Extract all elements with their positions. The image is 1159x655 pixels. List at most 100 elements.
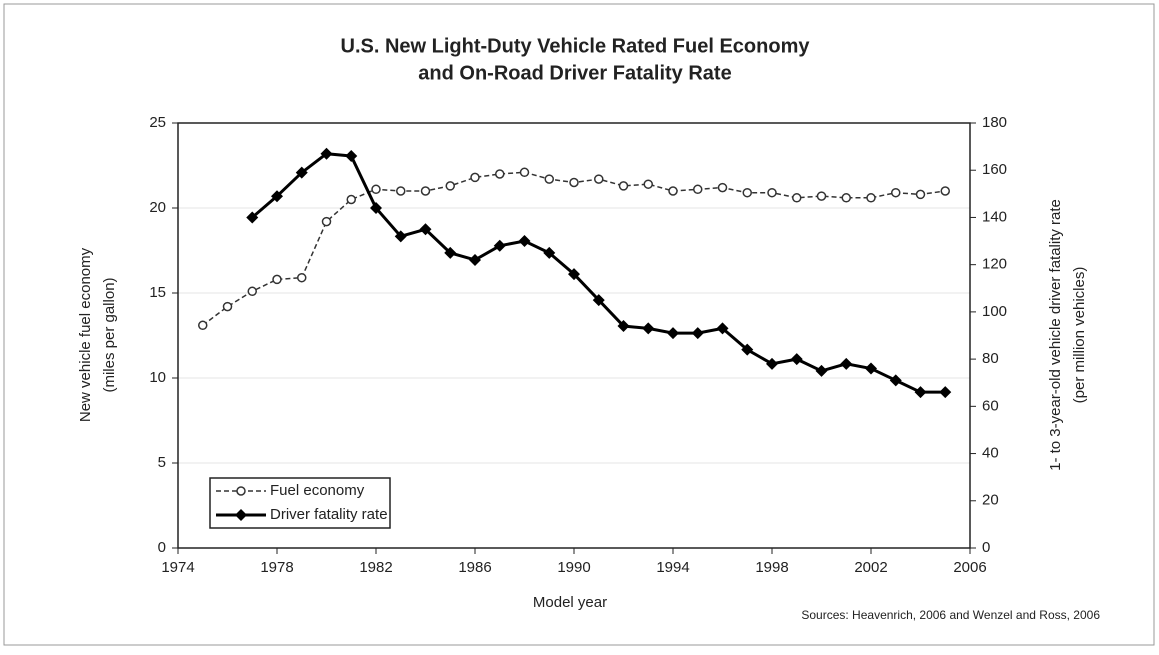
point [889,374,902,387]
y-axis-label: New vehicle fuel economy [77,247,94,422]
point [519,167,530,178]
point [742,187,752,198]
x-tick-label: 1982 [359,559,392,576]
y2-tick-label: 0 [982,539,990,556]
point [767,187,777,198]
chart-title: U.S. New Light-Duty Vehicle Rated Fuel E… [341,35,811,57]
point [222,301,233,312]
point [841,193,851,203]
point [246,211,259,224]
point [271,190,283,203]
y2-tick-label: 20 [982,492,999,509]
frame [3,3,1155,646]
point [295,166,308,179]
y-tick-label: 25 [149,114,166,131]
point [642,322,655,335]
point [792,193,802,203]
point [914,386,927,399]
point [939,386,952,399]
y2-tick-label: 160 [982,161,1007,178]
y2-tick-label: 60 [982,397,999,414]
x-tick-label: 1998 [755,559,788,576]
point [717,182,728,193]
point [693,184,703,195]
legend-marker [236,486,246,496]
point [815,364,828,377]
y-tick-label: 15 [149,284,166,301]
y2-tick-label: 100 [982,303,1007,320]
point [544,174,554,184]
x-axis-label: Model year [533,594,607,611]
point [495,169,505,179]
point [617,320,630,333]
legend-label: Fuel economy [270,482,365,499]
chart-title: and On-Road Driver Fatality Rate [418,62,731,84]
legend-marker [235,509,247,521]
point [420,186,431,196]
x-tick-label: 2002 [854,559,887,576]
point [891,187,901,198]
y2-tick-label: 180 [982,114,1007,131]
y-tick-label: 10 [149,369,166,386]
point [840,357,853,370]
x-tick-label: 2006 [953,559,986,576]
point [866,193,876,203]
point [320,147,333,160]
point [272,274,282,285]
point [346,194,356,205]
y2-axis-label: 1- to 3-year-old vehicle driver fatality… [1047,199,1064,471]
point [865,362,877,375]
point [419,223,432,236]
point [469,253,481,266]
y-axis-label: (miles per gallon) [101,277,118,392]
y2-axis-label: (per million vehicles) [1071,267,1088,404]
y2-tick-label: 80 [982,350,999,367]
x-tick-label: 1974 [161,559,194,576]
point [766,357,778,370]
point [370,202,382,214]
point [297,272,307,283]
point [668,186,678,196]
point [741,343,754,356]
point [790,353,803,366]
y2-tick-label: 140 [982,208,1007,225]
point [247,286,257,297]
point [445,181,455,191]
point [568,268,580,281]
point [569,177,579,188]
point [394,230,407,243]
y-tick-label: 0 [158,539,166,556]
y2-tick-label: 120 [982,256,1007,273]
point [543,246,556,259]
x-tick-label: 1990 [557,559,590,576]
point [321,216,332,227]
plot-area [177,122,971,549]
legend-label: Driver fatality rate [270,506,388,523]
point [198,320,208,331]
point [816,191,827,201]
point [716,322,729,335]
point [345,150,358,163]
y-tick-label: 20 [149,199,166,216]
y2-tick-label: 40 [982,445,999,462]
point [592,294,605,307]
point [444,246,457,259]
x-tick-label: 1986 [458,559,491,576]
point [493,239,506,252]
x-tick-label: 1994 [656,559,689,576]
point [396,186,406,196]
point [667,327,679,340]
point [371,184,381,195]
point [691,327,704,340]
point [594,174,604,184]
point [518,235,531,248]
source: Sources: Heavenrich, 2006 and Wenzel and… [801,608,1100,622]
point [470,172,480,183]
point [643,179,653,189]
point [618,181,629,191]
x-tick-label: 1978 [260,559,293,576]
y-tick-label: 5 [158,454,166,471]
point [940,186,950,196]
point [915,189,926,200]
